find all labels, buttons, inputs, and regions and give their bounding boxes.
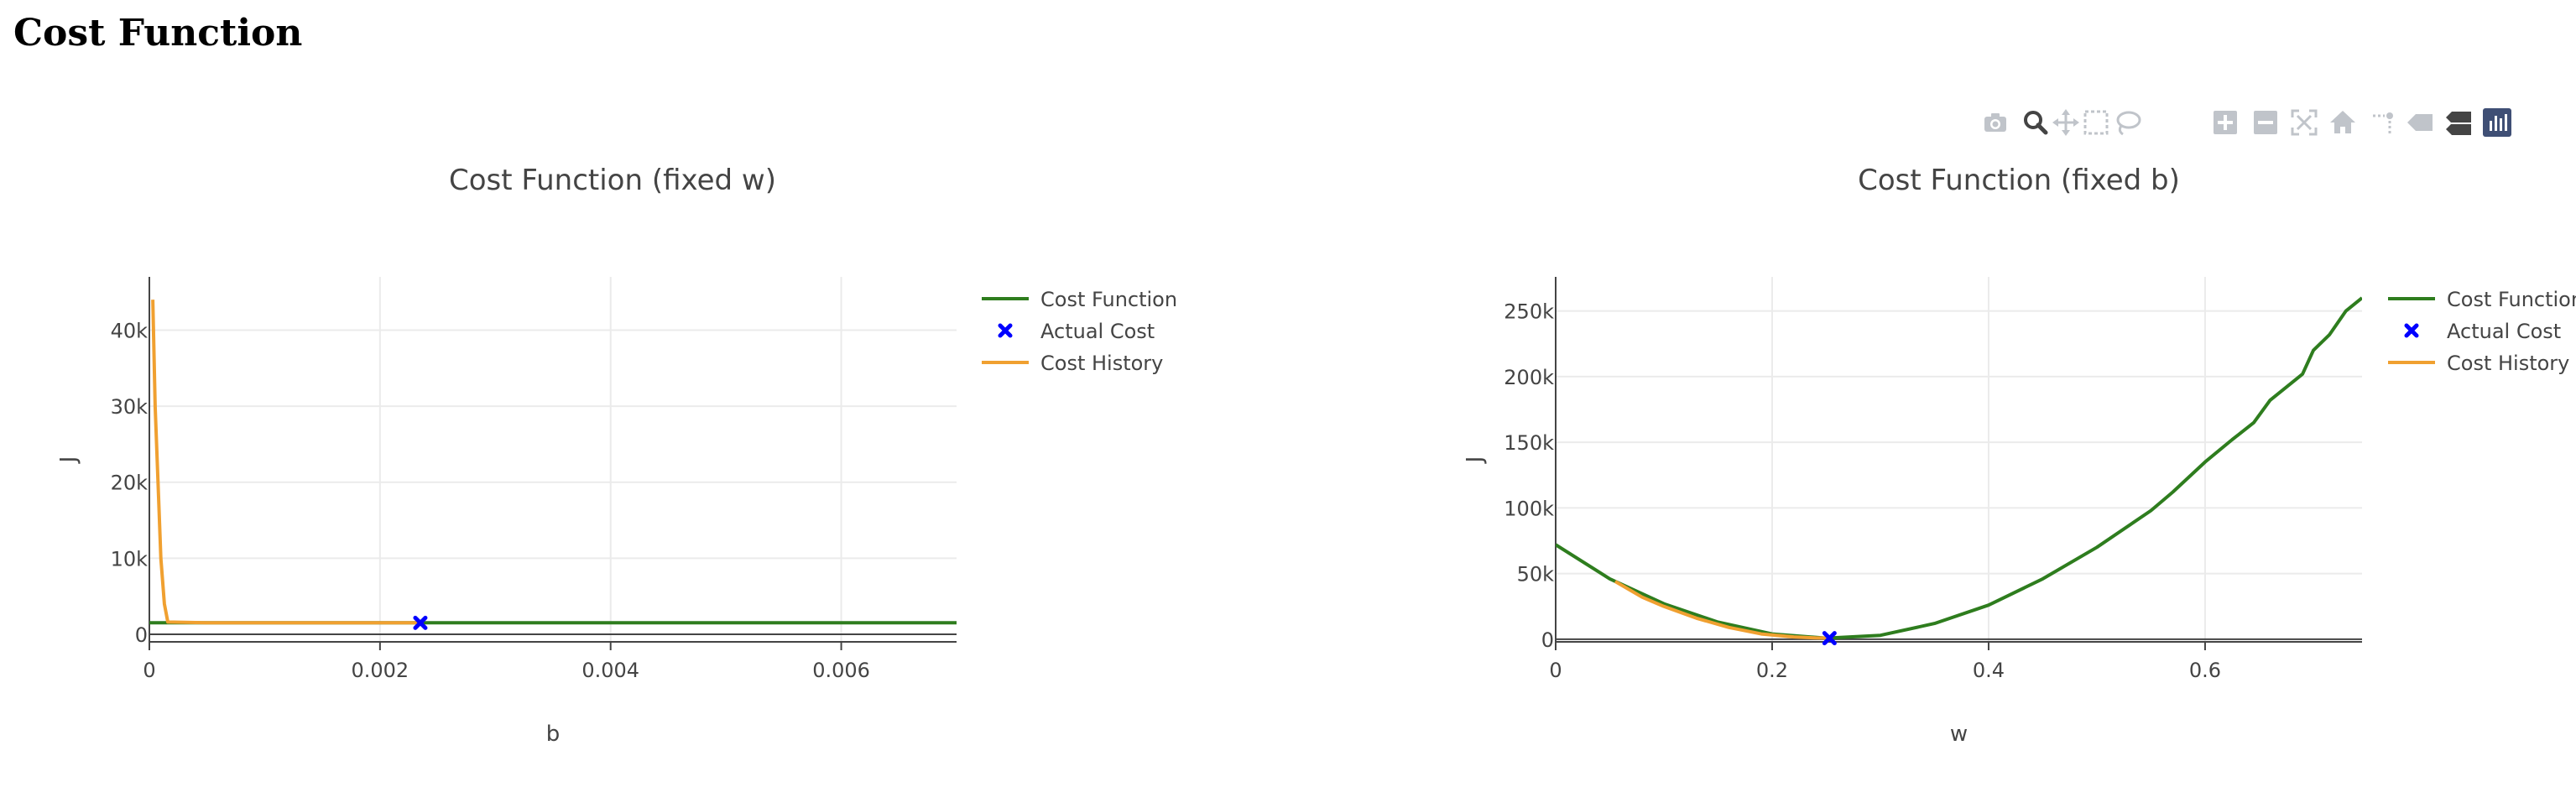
y-tick-label: 20k xyxy=(111,472,149,495)
home-button[interactable] xyxy=(2328,107,2358,138)
x-axis-label: b xyxy=(546,722,561,747)
lasso-select-button[interactable] xyxy=(2113,107,2143,138)
x-tick-label: 0.004 xyxy=(581,659,639,682)
pan-button[interactable] xyxy=(2051,107,2081,138)
legend-label: Cost Function xyxy=(1040,288,1177,311)
x-tick-label: 0.2 xyxy=(1756,659,1788,682)
plotly-logo-button[interactable] xyxy=(2482,107,2512,138)
legend-swatch xyxy=(998,323,1013,338)
hover-closest-icon xyxy=(2407,114,2433,131)
zoom-in-icon xyxy=(2214,111,2237,134)
legend-label: Actual Cost xyxy=(2447,320,2561,343)
x-axis-label: w xyxy=(1950,722,1968,747)
y-tick-label: 150k xyxy=(1504,431,1554,455)
legend-label: Cost History xyxy=(2447,352,2569,375)
y-axis-label: J xyxy=(1463,456,1488,465)
data-point-actual-cost[interactable] xyxy=(413,615,428,630)
data-point-actual-cost[interactable] xyxy=(1822,631,1837,646)
legend-item-cost-history[interactable]: Cost History xyxy=(2388,352,2569,375)
y-tick-label: 0 xyxy=(1541,628,1554,652)
x-tick-label: 0 xyxy=(143,659,155,682)
legend-item-actual-cost[interactable]: Actual Cost xyxy=(998,320,1155,343)
chart-2[interactable]: Cost Function (fixed b) 0 0.2 0.4 0.6 0 50k 100… xyxy=(1463,164,2576,747)
chart-title: Cost Function (fixed w) xyxy=(449,164,776,197)
x-marker xyxy=(1822,631,1837,646)
y-tick-label: 50k xyxy=(1517,563,1555,586)
y-tick-label: 30k xyxy=(111,395,149,419)
spike-lines-button[interactable] xyxy=(2370,107,2400,138)
x-tick-label: 0.4 xyxy=(1973,659,2005,682)
x-tick-label: 0.6 xyxy=(2189,659,2221,682)
autoscale-button[interactable] xyxy=(2289,107,2319,138)
zoom-out-icon xyxy=(2254,111,2277,134)
hover-closest-button[interactable] xyxy=(2405,107,2435,138)
legend-label: Actual Cost xyxy=(1040,320,1155,343)
series-line-cost-function[interactable] xyxy=(1556,296,2362,640)
spike-lines-icon xyxy=(2373,112,2393,134)
autoscale-icon xyxy=(2291,109,2318,136)
y-tick-label: 40k xyxy=(111,319,149,342)
chart-1[interactable]: Cost Function (fixed w) 0 0.002 0.004 0.006 0… xyxy=(56,164,1177,747)
page-title: Cost Function xyxy=(13,12,303,55)
camera-button[interactable] xyxy=(1980,107,2010,138)
zoom-icon xyxy=(2024,111,2048,135)
series-line-cost-history[interactable] xyxy=(1614,580,1830,640)
legend-item-cost-function[interactable]: Cost Function xyxy=(982,288,1177,311)
series-line-cost-history[interactable] xyxy=(151,300,420,625)
legend-item-cost-history[interactable]: Cost History xyxy=(982,352,1163,375)
x-tick-label: 0.002 xyxy=(351,659,409,682)
lasso-select-icon xyxy=(2116,111,2141,136)
x-tick-label: 0 xyxy=(1549,659,1562,682)
y-axis-label: J xyxy=(56,456,81,465)
home-icon xyxy=(2330,111,2355,133)
y-tick-label: 10k xyxy=(111,547,149,571)
x-tick-label: 0.006 xyxy=(812,659,870,682)
box-select-icon xyxy=(2083,110,2109,135)
x-marker xyxy=(413,615,428,630)
hover-compare-button[interactable] xyxy=(2443,107,2474,138)
y-tick-label: 100k xyxy=(1504,497,1554,520)
y-tick-label: 200k xyxy=(1504,366,1554,389)
plotly-logo-icon xyxy=(2483,108,2511,137)
legend-item-actual-cost[interactable]: Actual Cost xyxy=(2404,320,2561,343)
box-select-button[interactable] xyxy=(2081,107,2111,138)
legend-swatch xyxy=(2404,323,2419,338)
chart-modebar xyxy=(1980,107,2568,141)
hover-compare-icon xyxy=(2446,112,2471,135)
zoom-button[interactable] xyxy=(2021,107,2051,138)
zoom-out-button[interactable] xyxy=(2250,107,2281,138)
y-tick-label: 0 xyxy=(135,623,148,647)
legend[interactable]: Cost Function Actual Cost Cost History xyxy=(982,288,1177,375)
chart-title: Cost Function (fixed b) xyxy=(1858,164,2180,197)
zoom-in-button[interactable] xyxy=(2210,107,2240,138)
legend[interactable]: Cost Function Actual Cost Cost History xyxy=(2388,288,2576,375)
y-tick-label: 250k xyxy=(1504,300,1554,324)
legend-item-cost-function[interactable]: Cost Function xyxy=(2388,288,2576,311)
camera-icon xyxy=(1984,113,2006,132)
legend-label: Cost Function xyxy=(2447,288,2576,311)
legend-label: Cost History xyxy=(1040,352,1163,375)
pan-icon xyxy=(2052,109,2079,136)
